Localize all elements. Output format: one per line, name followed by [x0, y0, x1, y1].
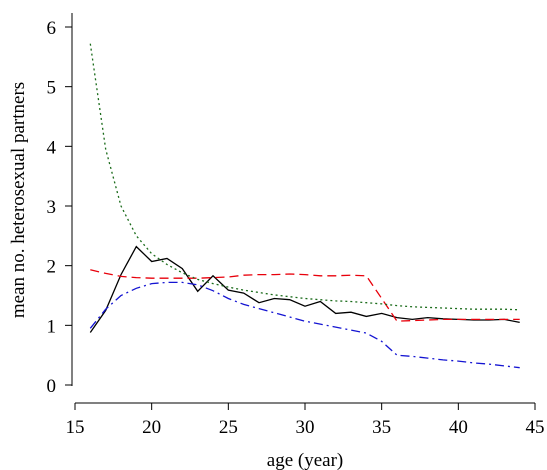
- series-layer: [89, 43, 520, 369]
- x-tick-label: 25: [219, 417, 238, 438]
- series-line-2: [90, 269, 520, 322]
- x-tick-label: 15: [66, 417, 85, 438]
- y-axis-label: mean no. heterosexual partners: [8, 82, 29, 318]
- series-line-4: [89, 281, 520, 369]
- y-tick-label: 2: [47, 257, 57, 278]
- x-axis-label: age (year): [267, 450, 343, 470]
- axes: [71, 13, 535, 404]
- y-tick-label: 0: [47, 376, 57, 397]
- y-tick-label: 1: [47, 316, 57, 337]
- x-tick-label: 45: [526, 417, 545, 438]
- y-tick-label: 6: [47, 18, 57, 39]
- x-tick-label: 20: [142, 417, 161, 438]
- x-tick-label: 30: [296, 417, 315, 438]
- x-tick-label: 35: [372, 417, 391, 438]
- y-tick-label: 5: [47, 78, 57, 99]
- y-tick-label: 4: [47, 137, 57, 158]
- series-line-1: [89, 245, 520, 333]
- x-tick-label: 40: [449, 417, 468, 438]
- y-tick-label: 3: [47, 197, 57, 218]
- series-line-3: [89, 43, 520, 311]
